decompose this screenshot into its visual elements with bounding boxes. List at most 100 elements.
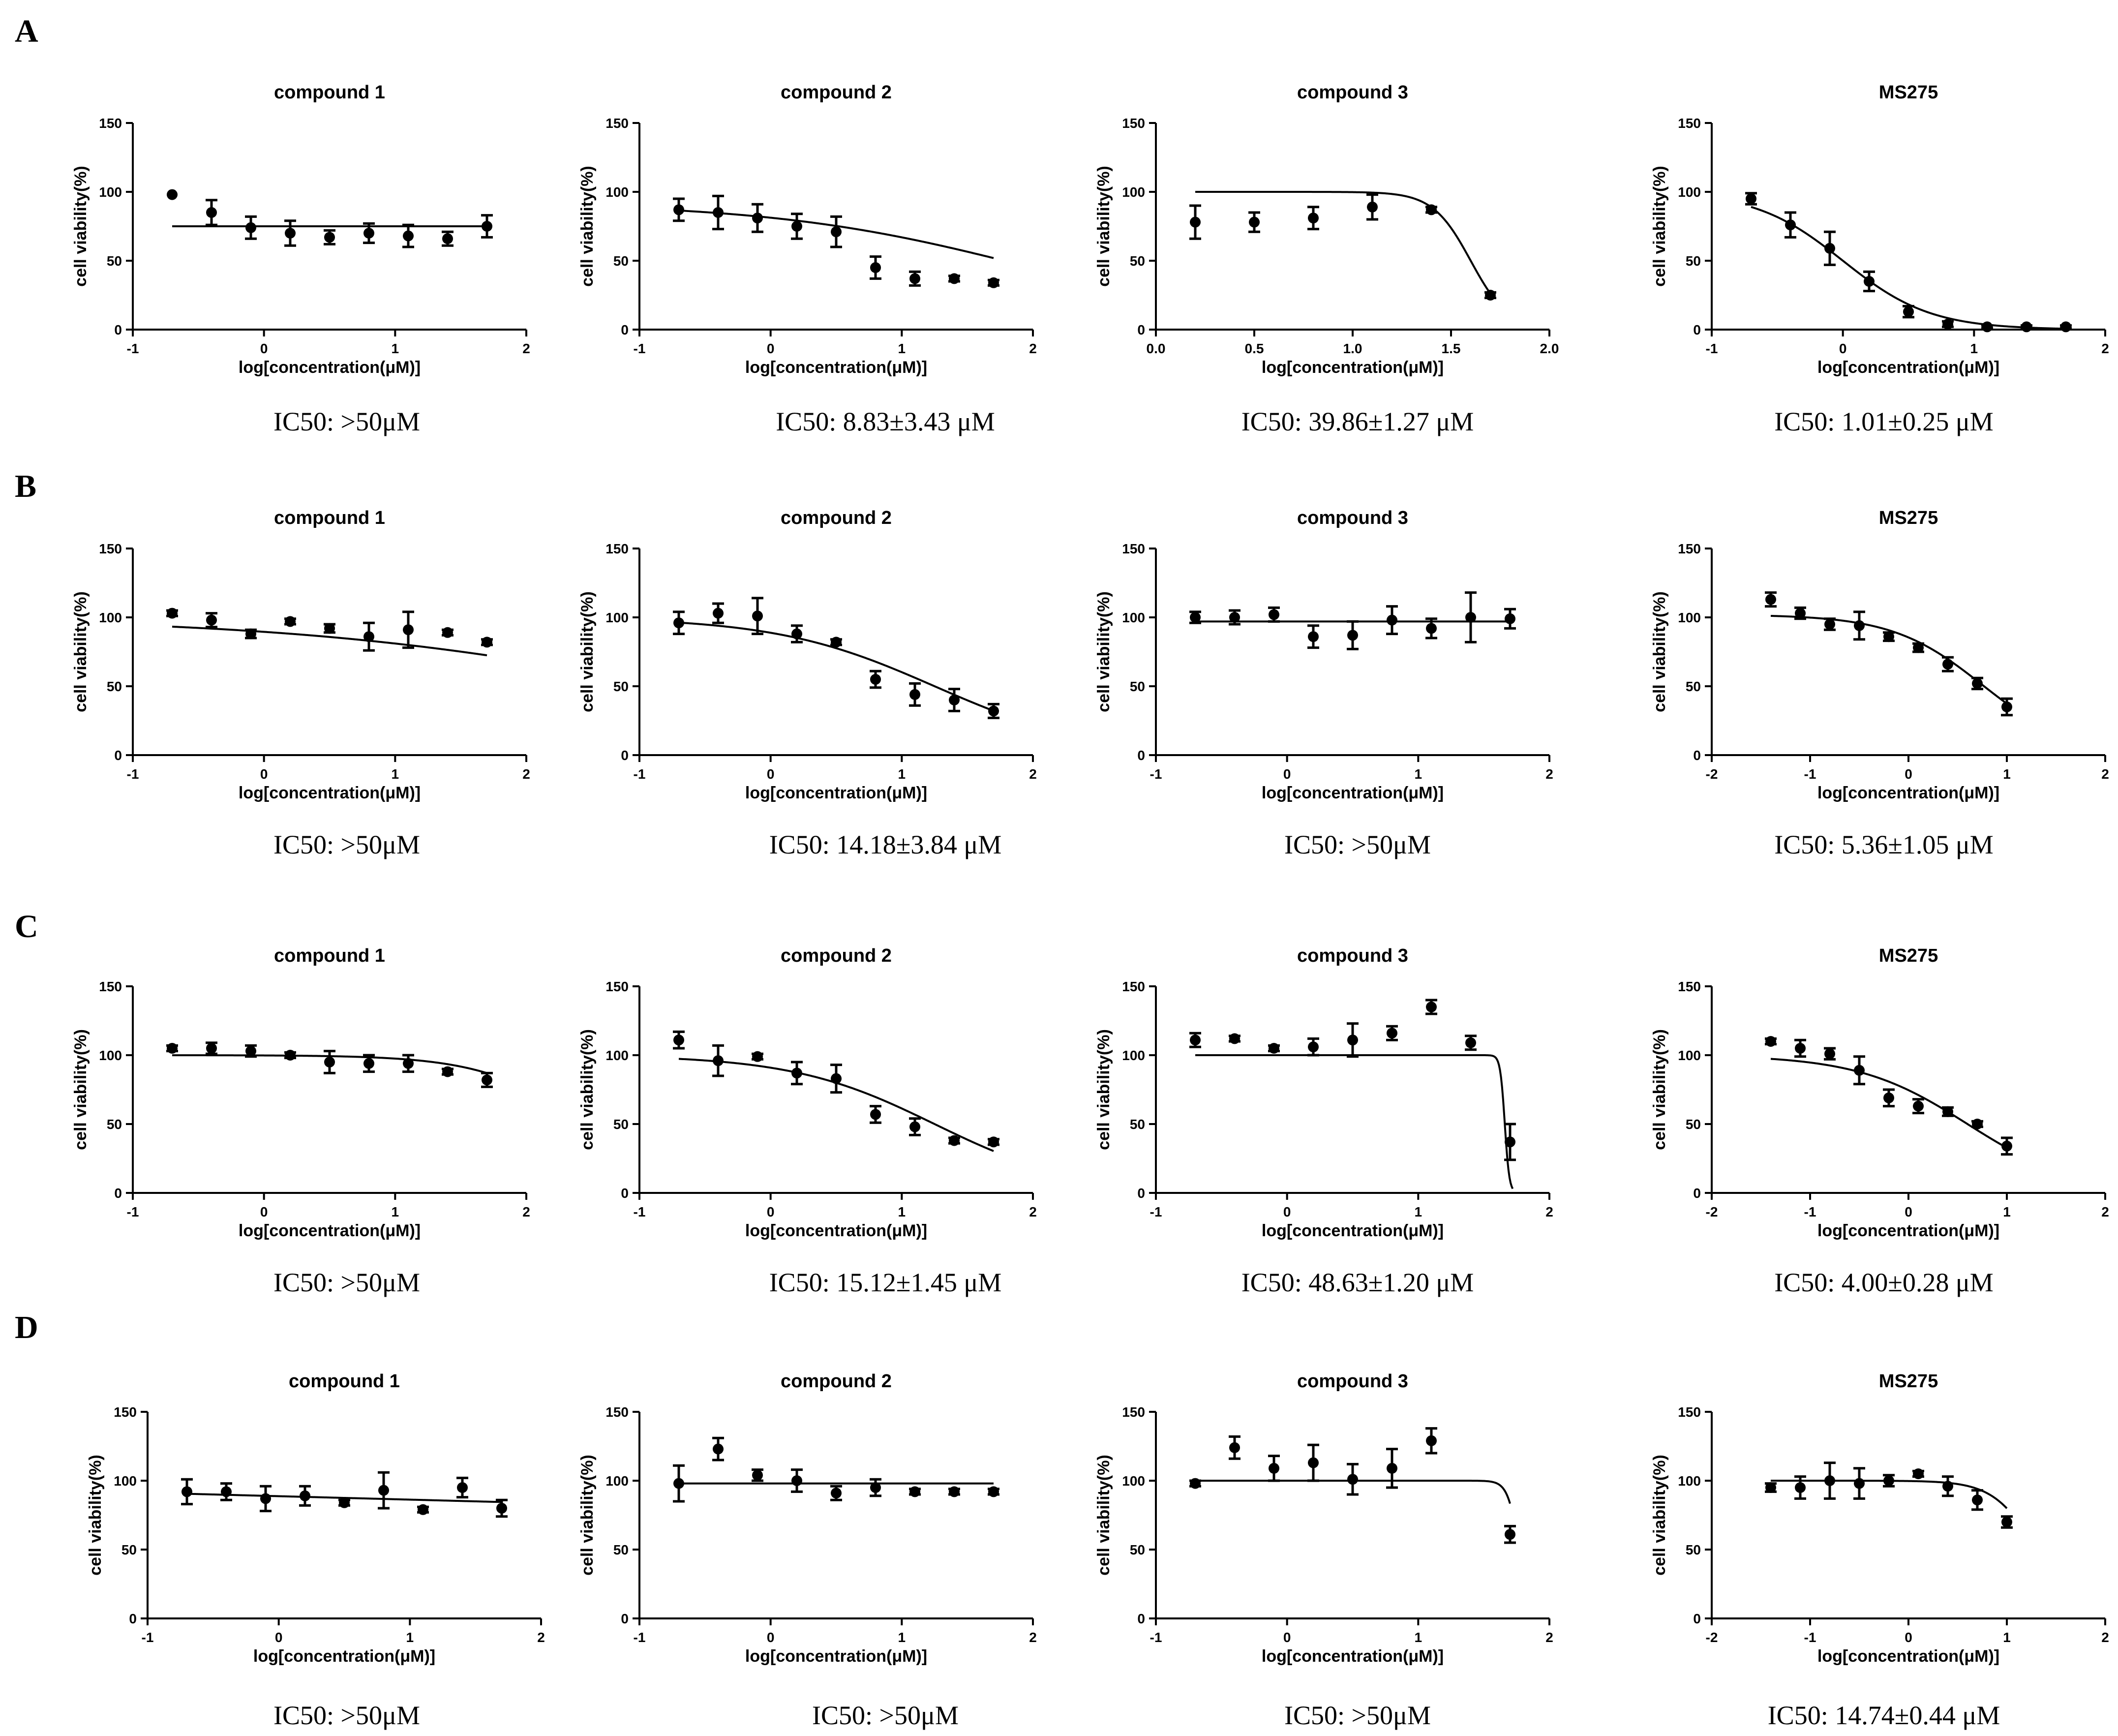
- data-point: [1765, 1036, 1776, 1047]
- y-tick-label: 100: [1678, 1473, 1701, 1489]
- panel-label: C: [15, 909, 38, 944]
- y-tick-label: 0: [114, 748, 122, 763]
- y-tick-label: 100: [1122, 610, 1145, 625]
- x-tick-label: 1: [898, 1204, 906, 1219]
- data-point: [673, 1478, 684, 1489]
- ic50-label: IC50: >50μM: [1284, 830, 1431, 859]
- data-point: [1883, 1092, 1894, 1103]
- data-point: [1229, 612, 1240, 623]
- x-tick-label: 0: [1905, 1630, 1912, 1645]
- data-point: [1347, 1474, 1358, 1485]
- x-tick-label: 0: [1283, 1204, 1291, 1219]
- x-tick-label: -1: [1150, 1630, 1162, 1645]
- y-tick-label: 0: [621, 1186, 629, 1201]
- x-tick-label: 0: [767, 341, 775, 356]
- y-tick-label: 150: [1678, 541, 1701, 556]
- data-point: [363, 1058, 374, 1069]
- data-point: [870, 1109, 881, 1120]
- chart-panel: compound 3 0 50 100 150 -1 0 1 2 log[concentratio…: [1094, 508, 1553, 859]
- data-point: [2021, 321, 2032, 333]
- x-axis-label: log[concentration(μM)]: [1262, 1221, 1444, 1240]
- fit-curve: [1195, 191, 1491, 294]
- x-tick-label: -1: [127, 766, 139, 782]
- data-point: [2001, 1140, 2012, 1152]
- data-point: [1982, 321, 1993, 333]
- chart-panel: MS275 0 50 100 150 -2 -1 0 1 2 log[concentration(μ…: [1650, 945, 2109, 1297]
- chart-title: MS275: [1879, 1371, 1938, 1392]
- x-tick-label: 1: [392, 766, 399, 782]
- data-point: [206, 1043, 217, 1054]
- y-tick-label: 150: [99, 979, 122, 994]
- y-axis-label: cell viability(%): [578, 166, 597, 287]
- data-point: [260, 1493, 271, 1504]
- y-tick-label: 100: [605, 1473, 629, 1489]
- data-point: [791, 628, 802, 640]
- chart-title: compound 3: [1297, 82, 1408, 103]
- y-tick-label: 50: [613, 679, 629, 694]
- y-tick-label: 50: [1686, 1117, 1701, 1132]
- y-axis-label: cell viability(%): [578, 1029, 597, 1150]
- x-tick-label: -1: [1150, 766, 1162, 782]
- data-point: [378, 1485, 389, 1496]
- data-point: [403, 1058, 414, 1069]
- x-axis-label: log[concentration(μM)]: [239, 784, 421, 802]
- y-tick-label: 50: [1686, 253, 1701, 269]
- data-point: [1972, 1494, 1983, 1506]
- y-tick-label: 0: [1693, 748, 1701, 763]
- data-point: [2001, 701, 2012, 712]
- x-tick-label: 2: [1545, 766, 1553, 782]
- chart-panel: MS275 0 50 100 150 -2 -1 0 1 2 log[concentration(μ…: [1650, 1371, 2109, 1730]
- data-point: [403, 624, 414, 636]
- ic50-label: IC50: 15.12±1.45 μM: [769, 1268, 1002, 1297]
- ic50-label: IC50: 4.00±0.28 μM: [1774, 1268, 1994, 1297]
- x-tick-label: 1: [392, 1204, 399, 1219]
- y-tick-label: 150: [1122, 541, 1145, 556]
- y-tick-label: 0: [1693, 1611, 1701, 1626]
- data-point: [713, 207, 724, 218]
- y-tick-label: 50: [1130, 679, 1145, 694]
- x-tick-label: 2: [1029, 1204, 1037, 1219]
- x-tick-label: 0: [767, 1204, 775, 1219]
- y-tick-label: 100: [99, 1048, 122, 1063]
- data-point: [1913, 1100, 1924, 1112]
- ic50-label: IC50: >50μM: [1284, 1701, 1431, 1730]
- x-axis-label: log[concentration(μM)]: [1817, 1647, 1999, 1666]
- data-point: [300, 1490, 310, 1501]
- data-point: [1942, 1481, 1953, 1492]
- data-point: [285, 228, 296, 239]
- x-tick-label: 2: [2101, 341, 2109, 356]
- data-point: [1854, 1478, 1865, 1489]
- x-tick-label: 0: [1283, 766, 1291, 782]
- y-tick-label: 0: [621, 1611, 629, 1626]
- chart-panel: compound 1 0 50 100 150 -1 0 1 2 log[concentratio…: [71, 508, 530, 859]
- y-tick-label: 50: [1686, 679, 1701, 694]
- x-tick-label: 1: [1415, 766, 1422, 782]
- data-point: [324, 623, 335, 634]
- y-tick-label: 150: [1122, 979, 1145, 994]
- data-point: [403, 230, 414, 242]
- fit-curve: [1770, 614, 2008, 704]
- data-point: [673, 617, 684, 629]
- x-axis-label: log[concentration(μM)]: [239, 1221, 421, 1240]
- data-point: [713, 608, 724, 619]
- y-axis-label: cell viability(%): [1650, 1455, 1669, 1576]
- data-point: [206, 614, 217, 626]
- data-point: [949, 1486, 960, 1497]
- data-point: [1795, 1043, 1806, 1054]
- data-point: [1883, 1475, 1894, 1486]
- y-tick-label: 150: [1678, 1404, 1701, 1420]
- data-point: [167, 189, 178, 200]
- data-point: [1269, 1043, 1279, 1054]
- y-axis-label: cell viability(%): [71, 591, 90, 712]
- chart-title: MS275: [1879, 508, 1938, 528]
- x-tick-label: 2: [2101, 1204, 2109, 1219]
- y-axis-label: cell viability(%): [1650, 591, 1669, 712]
- x-tick-label: 2: [1545, 1630, 1553, 1645]
- data-point: [1465, 612, 1476, 623]
- data-point: [1913, 1468, 1924, 1479]
- x-tick-label: -1: [127, 341, 139, 356]
- data-point: [2001, 1517, 2012, 1527]
- ic50-label: IC50: 5.36±1.05 μM: [1774, 830, 1994, 859]
- data-point: [482, 637, 492, 648]
- y-tick-label: 100: [1122, 184, 1145, 200]
